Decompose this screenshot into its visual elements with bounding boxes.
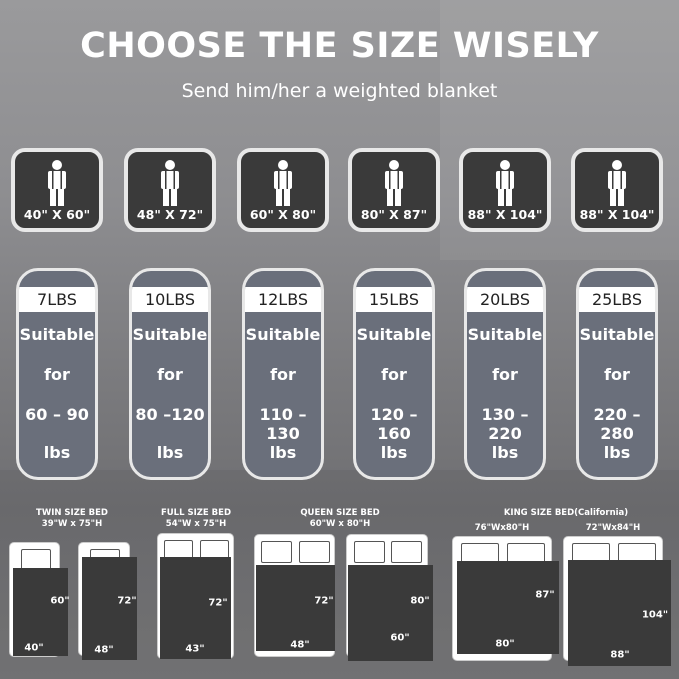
suitable-text: Suitable xyxy=(245,325,321,344)
weight-range: 220 – 280 xyxy=(593,405,641,443)
weight-card: 20LBS Suitable for 130 – 220 lbs xyxy=(464,268,546,480)
blanket-shape xyxy=(13,568,68,656)
for-text: for xyxy=(604,365,630,384)
weight-range: 120 –160 xyxy=(370,405,418,443)
weight-label: 25LBS xyxy=(579,287,655,312)
size-label: 40" X 60" xyxy=(23,207,91,222)
size-label: 60" X 80" xyxy=(249,207,317,222)
weight-label: 20LBS xyxy=(467,287,543,312)
size-tile: 40" X 60" xyxy=(11,148,103,232)
weight-label: 12LBS xyxy=(245,287,321,312)
pillow-icon xyxy=(298,541,330,563)
person-icon xyxy=(385,160,403,206)
weight-range: 60 – 90 xyxy=(25,405,89,424)
bed-type-label: 72"Wx84"H xyxy=(585,523,641,533)
pillow-icon xyxy=(261,541,293,563)
suitable-text: Suitable xyxy=(356,325,432,344)
blanket-width: 43" xyxy=(185,643,205,655)
blanket-length: 72" xyxy=(314,595,334,607)
weight-label: 7LBS xyxy=(19,287,95,312)
blanket-length: 72" xyxy=(208,597,228,609)
blanket-width: 40" xyxy=(24,642,44,654)
person-icon xyxy=(496,160,514,206)
unit-text: lbs xyxy=(43,443,71,462)
bed-type-label: 60"W x 80"H xyxy=(309,519,371,529)
suitable-text: Suitable xyxy=(132,325,208,344)
size-label: 48" X 72" xyxy=(136,207,204,222)
blanket-shape xyxy=(82,557,137,660)
blanket-width: 48" xyxy=(290,639,310,651)
size-tile: 48" X 72" xyxy=(124,148,216,232)
blanket-width: 48" xyxy=(94,644,114,656)
size-tile: 60" X 80" xyxy=(237,148,329,232)
blanket-length: 60" xyxy=(50,595,70,607)
bed-type-label: 76"Wx80"H xyxy=(474,523,530,533)
bed-type-label: QUEEN SIZE BED xyxy=(300,508,380,518)
blanket-length: 104" xyxy=(641,609,669,621)
unit-text: lbs xyxy=(603,443,631,462)
size-label: 88" X 104" xyxy=(467,207,543,222)
unit-text: lbs xyxy=(156,443,184,462)
pillow-icon xyxy=(391,541,423,563)
person-icon xyxy=(161,160,179,206)
size-tile: 88" X 104" xyxy=(571,148,663,232)
unit-text: lbs xyxy=(269,443,297,462)
suitable-text: Suitable xyxy=(467,325,543,344)
size-tile: 88" X 104" xyxy=(459,148,551,232)
size-label: 88" X 104" xyxy=(579,207,655,222)
weight-label: 10LBS xyxy=(132,287,208,312)
blanket-shape xyxy=(160,557,231,659)
size-tile: 80" X 87" xyxy=(348,148,440,232)
for-text: for xyxy=(44,365,70,384)
unit-text: lbs xyxy=(491,443,519,462)
blanket-shape xyxy=(348,565,433,661)
size-label: 80" X 87" xyxy=(360,207,428,222)
person-icon xyxy=(608,160,626,206)
blanket-width: 80" xyxy=(495,638,515,650)
blanket-width: 60" xyxy=(390,632,410,644)
for-text: for xyxy=(381,365,407,384)
for-text: for xyxy=(492,365,518,384)
blanket-length: 80" xyxy=(410,595,430,607)
blanket-length: 72" xyxy=(117,595,137,607)
for-text: for xyxy=(270,365,296,384)
pillow-icon xyxy=(353,541,385,563)
blanket-length: 87" xyxy=(535,589,555,601)
bed-type-label: TWIN SIZE BED xyxy=(36,508,108,518)
blanket-shape xyxy=(568,560,671,666)
weight-label: 15LBS xyxy=(356,287,432,312)
weight-card: 7LBS Suitable for 60 – 90 lbs xyxy=(16,268,98,480)
weight-range: 130 – 220 xyxy=(481,405,529,443)
for-text: for xyxy=(157,365,183,384)
blanket-width: 88" xyxy=(610,649,630,661)
unit-text: lbs xyxy=(380,443,408,462)
bed-type-label: KING SIZE BED(California) xyxy=(503,508,629,518)
bed-type-label: 39"W x 75"H xyxy=(41,519,103,529)
blanket-shape xyxy=(256,565,335,651)
page-title: CHOOSE THE SIZE WISELY xyxy=(80,26,599,66)
blanket-shape xyxy=(457,561,559,654)
person-icon xyxy=(48,160,66,206)
weight-range: 80 –120 xyxy=(135,405,205,424)
person-icon xyxy=(274,160,292,206)
bed-type-label: FULL SIZE BED xyxy=(160,508,232,518)
weight-card: 25LBS Suitable for 220 – 280 lbs xyxy=(576,268,658,480)
bed-type-label: 54"W x 75"H xyxy=(165,519,227,529)
suitable-text: Suitable xyxy=(579,325,655,344)
suitable-text: Suitable xyxy=(19,325,95,344)
weight-range: 110 –130 xyxy=(259,405,307,443)
weight-card: 10LBS Suitable for 80 –120 lbs xyxy=(129,268,211,480)
page-subtitle: Send him/her a weighted blanket xyxy=(181,80,498,102)
weight-card: 15LBS Suitable for 120 –160 lbs xyxy=(353,268,435,480)
weight-card: 12LBS Suitable for 110 –130 lbs xyxy=(242,268,324,480)
